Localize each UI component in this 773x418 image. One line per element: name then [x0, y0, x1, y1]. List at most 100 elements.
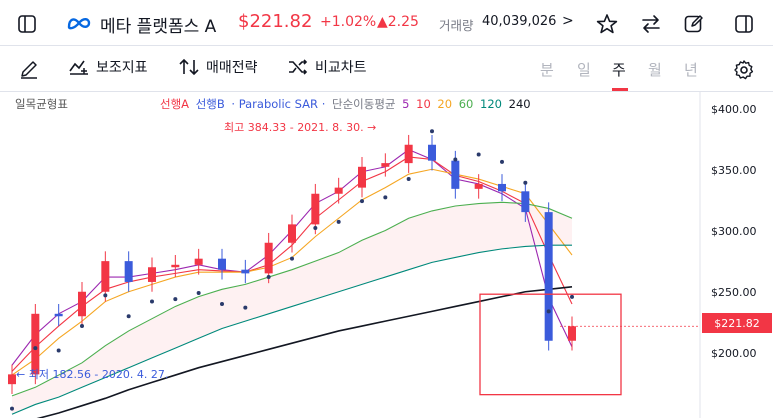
- candle-body: [381, 163, 390, 167]
- legend-sma: 단순이동평균: [332, 97, 396, 111]
- candle-body: [311, 193, 320, 225]
- candle-body: [78, 291, 86, 317]
- candle-body: [521, 191, 530, 213]
- candle-body: [568, 326, 576, 341]
- settings-gear-icon[interactable]: [731, 57, 757, 83]
- period-day[interactable]: 일: [577, 61, 591, 79]
- candle-body: [171, 264, 180, 268]
- compare-label: 비교차트: [315, 60, 367, 76]
- candle-body: [241, 269, 250, 274]
- chevron-right-icon[interactable]: >: [562, 13, 574, 29]
- period-week[interactable]: 주: [612, 61, 626, 79]
- candle-body: [54, 313, 63, 317]
- ichimoku-cloud: [12, 202, 572, 415]
- y-tick-label: $350.00: [711, 164, 757, 177]
- compare-button[interactable]: 비교차트: [287, 57, 367, 77]
- current-price-tag: $221.82: [702, 313, 772, 333]
- ma-line-240: [36, 286, 573, 418]
- legend-ma240: 240: [508, 97, 531, 111]
- period-month[interactable]: 월: [648, 61, 662, 79]
- sar-dot: [430, 129, 434, 134]
- sar-dot: [500, 159, 504, 164]
- top-bar: 메타 플랫폼스 A $221.82 +1.02% ▲2.25 거래량 40,03…: [0, 0, 773, 46]
- candle-body: [288, 224, 296, 243]
- change-amount: ▲2.25: [377, 14, 419, 30]
- legend-ma60: 60: [458, 97, 474, 111]
- ma-line-120: [11, 244, 572, 415]
- candle-body: [101, 261, 110, 292]
- period-year[interactable]: 년: [684, 61, 698, 79]
- sar-dot: [150, 299, 154, 304]
- y-tick-label: $200.00: [711, 347, 757, 360]
- sar-dot: [290, 256, 294, 261]
- candle-body: [404, 144, 413, 164]
- sar-dot: [56, 348, 61, 353]
- price-chart[interactable]: [0, 92, 773, 418]
- active-period-indicator: [612, 88, 628, 91]
- pencil-icon[interactable]: [17, 57, 41, 81]
- up-down-arrows-icon: [179, 58, 199, 76]
- swap-arrows-icon[interactable]: [638, 11, 664, 37]
- sar-dot: [476, 152, 481, 157]
- candle-body: [264, 242, 273, 274]
- legend-senkou-b: 선행B: [195, 97, 225, 111]
- sar-dot: [546, 309, 551, 314]
- candle-body: [428, 144, 436, 161]
- current-price: $221.82: [238, 11, 313, 32]
- candle-body: [451, 160, 460, 189]
- sar-dot: [383, 195, 388, 200]
- chart-toolbar: [0, 46, 773, 92]
- sar-dot: [103, 293, 108, 298]
- strategy-button[interactable]: 매매전략: [178, 57, 258, 77]
- legend-parabolic-sar: · Parabolic SAR ·: [231, 97, 326, 111]
- sar-dot: [570, 294, 574, 299]
- sar-dot: [313, 226, 318, 231]
- candle-body: [8, 374, 16, 385]
- candle-body: [358, 166, 366, 188]
- indicator-chart-icon: [69, 60, 88, 75]
- candle-body: [31, 313, 40, 375]
- sar-dot: [196, 290, 201, 295]
- sar-dot: [10, 406, 14, 411]
- strategy-label: 매매전략: [206, 60, 258, 76]
- legend-ma10: 10: [416, 97, 431, 111]
- indicators-label: 보조지표: [96, 60, 148, 76]
- candle-body: [474, 183, 483, 189]
- sar-dot: [243, 305, 248, 310]
- candle-body: [498, 183, 506, 192]
- panel-toggle-icon[interactable]: [731, 11, 757, 37]
- period-minute[interactable]: 분: [540, 61, 554, 79]
- shuffle-icon: [289, 59, 308, 75]
- volume-value: 40,039,026: [482, 14, 557, 29]
- y-tick-label: $250.00: [711, 286, 757, 299]
- change-percent: +1.02%: [320, 14, 377, 30]
- sar-dot: [80, 324, 84, 329]
- star-icon[interactable]: [594, 11, 620, 37]
- high-annotation: 최고 384.33 - 2021. 8. 30. →: [224, 121, 377, 134]
- indicator-title: 일목균형표: [15, 97, 68, 111]
- volume-label: 거래량: [439, 18, 474, 33]
- y-tick-label: $400.00: [711, 103, 757, 116]
- sar-dot: [266, 275, 271, 280]
- edit-icon[interactable]: [681, 11, 707, 37]
- indicator-legend: 선행A 선행B · Parabolic SAR · 단순이동평균 5 10 20…: [160, 96, 534, 112]
- highlight-box: [479, 293, 622, 396]
- legend-ma5: 5: [402, 97, 410, 111]
- low-annotation: ← 최저 182.56 - 2020. 4. 27.: [16, 368, 169, 381]
- meta-logo-icon: [66, 13, 92, 33]
- sar-dot: [336, 219, 341, 224]
- legend-ma20: 20: [437, 97, 453, 111]
- indicators-button[interactable]: 보조지표: [68, 57, 148, 77]
- candle-body: [124, 261, 133, 282]
- ma-line-10: [11, 156, 573, 372]
- sar-dot: [523, 180, 528, 185]
- legend-senkou-a: 선행A: [160, 97, 190, 111]
- ticker-title: 메타 플랫폼스 A: [100, 17, 217, 37]
- candle-body: [148, 267, 156, 282]
- candle-body: [334, 187, 343, 194]
- sidebar-toggle-icon[interactable]: [15, 12, 39, 36]
- candle-body: [218, 258, 226, 270]
- sar-dot: [360, 199, 364, 204]
- candle-body: [194, 258, 203, 265]
- sar-dot: [406, 177, 411, 182]
